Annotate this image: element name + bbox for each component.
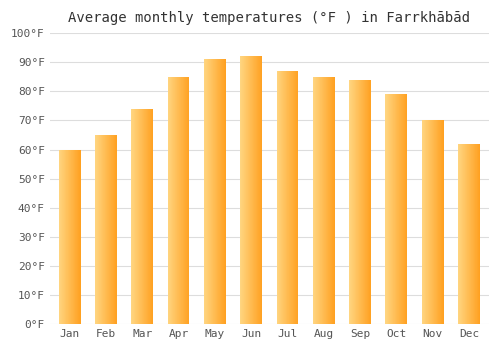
- Title: Average monthly temperatures (°F ) in Farrkhābād: Average monthly temperatures (°F ) in Fa…: [68, 11, 470, 25]
